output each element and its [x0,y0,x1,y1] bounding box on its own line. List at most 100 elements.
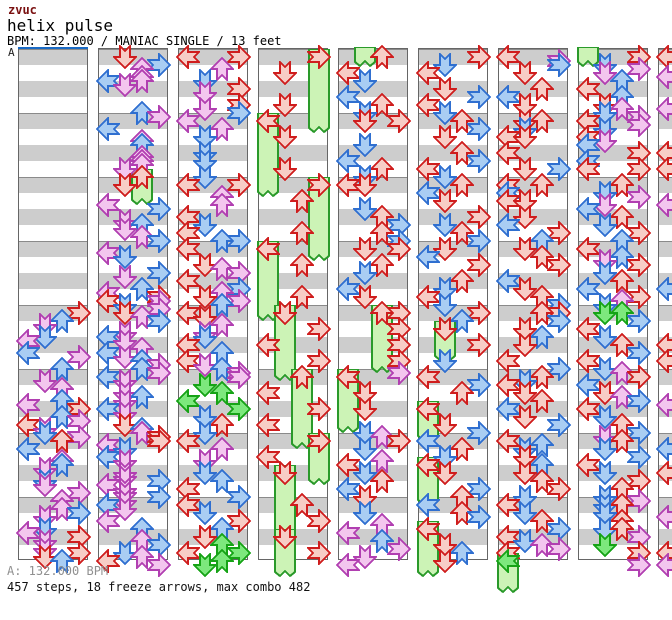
right-arrow-icon [466,229,491,253]
right-arrow-icon [626,285,651,309]
right-arrow-icon [66,541,91,565]
up-arrow-icon [209,413,234,437]
up-arrow-icon [49,429,74,453]
left-arrow-icon [415,157,440,181]
right-arrow-icon [226,101,251,125]
up-arrow-icon [609,517,634,541]
right-arrow-icon [306,349,331,373]
up-arrow-icon [449,141,474,165]
up-arrow-icon [129,69,154,93]
right-arrow-icon [546,253,571,277]
up-arrow-icon [529,173,554,197]
measure-column-5 [335,45,411,577]
left-arrow-icon [335,277,360,301]
right-arrow-icon [626,57,651,81]
left-arrow-icon [575,317,600,341]
right-arrow-icon [306,317,331,341]
up-arrow-icon [609,429,634,453]
right-arrow-icon [66,501,91,525]
freeze-up-arrow-icon [609,301,634,325]
up-arrow-icon [369,469,394,493]
down-arrow-icon [512,405,537,429]
down-arrow-icon [432,125,457,149]
left-arrow-icon [415,285,440,309]
right-arrow-icon [546,477,571,501]
right-arrow-icon [466,421,491,445]
down-arrow-icon [272,125,297,149]
left-arrow-icon [575,77,600,101]
measure-column-7 [495,45,571,593]
down-arrow-icon [512,237,537,261]
up-arrow-icon [449,269,474,293]
down-arrow-icon [352,69,377,93]
down-arrow-icon [512,157,537,181]
left-arrow-icon [15,341,40,365]
down-arrow-icon [592,61,617,85]
left-arrow-icon [655,437,672,461]
down-arrow-icon [512,277,537,301]
down-arrow-icon [512,461,537,485]
left-arrow-icon [495,429,520,453]
down-arrow-icon [352,461,377,485]
down-arrow-icon [512,61,537,85]
left-arrow-icon [255,237,280,261]
left-arrow-icon [495,213,520,237]
song-title: helix pulse [7,16,113,35]
measure-column-8 [575,45,651,577]
up-arrow-icon [449,541,474,565]
left-arrow-icon [95,509,120,533]
left-arrow-icon [495,141,520,165]
left-arrow-icon [175,429,200,453]
down-arrow-icon [192,525,217,549]
up-arrow-icon [209,469,234,493]
left-arrow-icon [655,65,672,89]
up-arrow-icon [449,437,474,461]
right-arrow-icon [626,389,651,413]
down-arrow-icon [32,369,57,393]
left-arrow-icon [255,333,280,357]
section-bpm-text: A: 132.000 BPM [7,564,109,578]
down-arrow-icon [432,237,457,261]
right-arrow-icon [146,553,171,577]
down-arrow-icon [352,109,377,133]
left-arrow-icon [175,45,200,69]
right-arrow-icon [66,425,91,449]
down-arrow-icon [272,157,297,181]
freeze-left-arrow-icon [495,549,520,573]
down-arrow-icon [112,265,137,289]
right-arrow-icon [626,185,651,209]
right-arrow-icon [466,505,491,529]
down-arrow-icon [272,525,297,549]
left-arrow-icon [95,193,120,217]
left-arrow-icon [495,269,520,293]
freeze-down-arrow-icon [192,553,217,577]
up-arrow-icon [529,469,554,493]
up-arrow-icon [209,57,234,81]
freeze-body [307,177,330,261]
right-arrow-icon [466,205,491,229]
left-arrow-icon [655,505,672,529]
right-arrow-icon [306,541,331,565]
right-arrow-icon [226,509,251,533]
up-arrow-icon [529,77,554,101]
right-arrow-icon [146,229,171,253]
up-arrow-icon [209,193,234,217]
up-arrow-icon [369,45,394,69]
right-arrow-icon [546,53,571,77]
right-arrow-icon [626,253,651,277]
down-arrow-icon [272,93,297,117]
freeze-up-arrow-icon [209,549,234,573]
right-arrow-icon [226,485,251,509]
left-arrow-icon [575,453,600,477]
right-arrow-icon [66,345,91,369]
left-arrow-icon [255,381,280,405]
right-arrow-icon [626,489,651,513]
up-arrow-icon [49,453,74,477]
down-arrow-icon [352,197,377,221]
freeze-body [307,49,330,133]
left-arrow-icon [415,93,440,117]
section-marker: A [8,46,15,59]
right-arrow-icon [306,397,331,421]
up-arrow-icon [529,389,554,413]
right-arrow-icon [546,157,571,181]
